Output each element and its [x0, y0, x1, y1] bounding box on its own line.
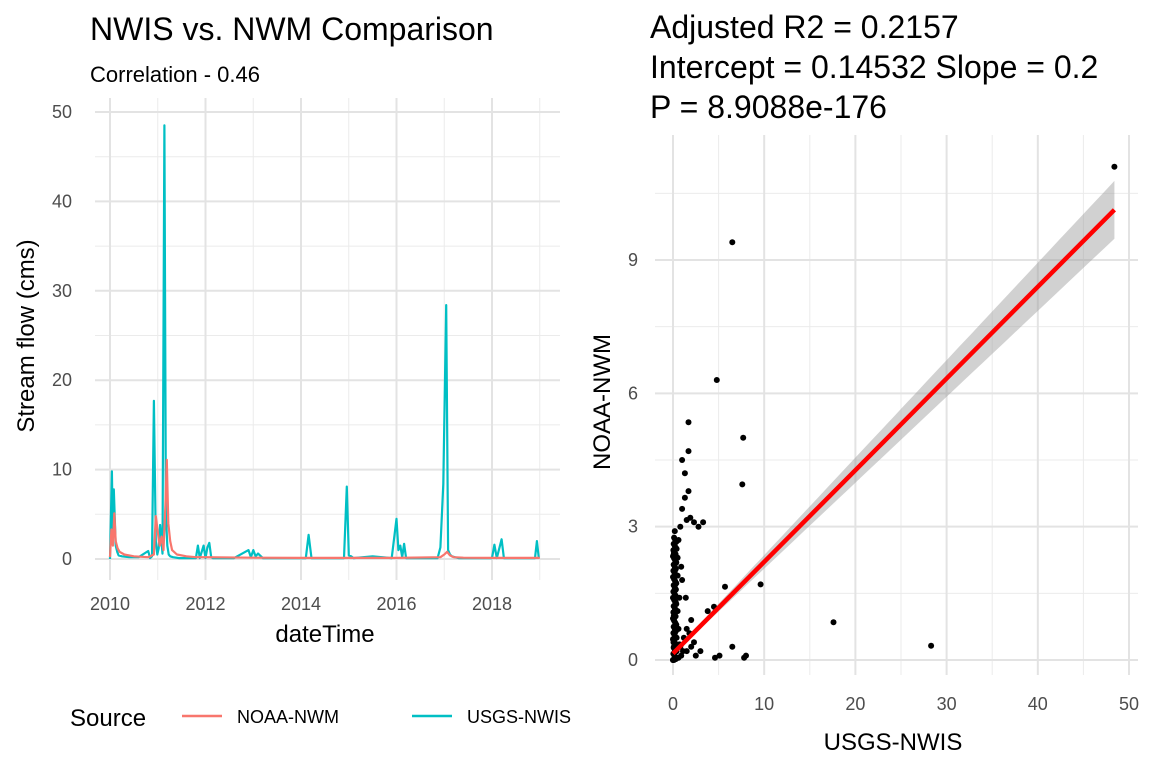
- y-tick-label: 50: [52, 102, 72, 122]
- scatter-point: [671, 534, 678, 541]
- x-tick-label: 2012: [185, 594, 225, 614]
- scatter-y-axis-title: NOAA-NWM: [589, 334, 616, 470]
- scatter-point: [682, 594, 689, 601]
- scatter-point: [687, 514, 694, 521]
- x-tick-label: 2016: [376, 594, 416, 614]
- y-tick-label: 0: [628, 650, 638, 670]
- scatter-grid: [655, 135, 1138, 675]
- legend-label: USGS-NWIS: [467, 707, 571, 727]
- scatter-title-line-1: Adjusted R2 = 0.2157: [650, 9, 959, 45]
- scatter-point: [928, 642, 935, 649]
- scatter-point: [757, 581, 764, 588]
- scatter-point: [688, 617, 695, 623]
- scatter-point: [700, 519, 707, 526]
- time-series-x-ticks: 2010 2012 2014 2016 2018: [90, 594, 512, 614]
- scatter-point: [685, 448, 692, 455]
- time-series-x-axis-title: dateTime: [275, 621, 374, 648]
- scatter-point: [688, 643, 695, 650]
- x-tick-label: 0: [668, 694, 678, 714]
- scatter-point: [830, 619, 837, 626]
- scatter-point: [1111, 163, 1118, 170]
- legend-title: Source: [70, 705, 146, 732]
- time-series-y-axis-title: Stream flow (cms): [13, 239, 40, 432]
- x-tick-label: 10: [754, 694, 774, 714]
- scatter-point: [679, 457, 686, 463]
- y-tick-label: 40: [52, 191, 72, 211]
- scatter-point: [691, 639, 697, 646]
- scatter-point: [680, 648, 686, 655]
- scatter-point: [685, 419, 692, 426]
- time-series-title: NWIS vs. NWM Comparison: [90, 11, 494, 47]
- series-line-noaa-nwm: [108, 458, 540, 560]
- x-tick-label: 20: [845, 694, 865, 714]
- y-tick-label: 3: [628, 517, 638, 537]
- scatter-confidence-band: [673, 180, 1115, 657]
- scatter-point: [677, 523, 684, 530]
- regression-line: [671, 208, 1117, 656]
- legend-entries: NOAA-NWM USGS-NWIS: [182, 707, 571, 727]
- scatter-point: [683, 625, 690, 632]
- time-series-panel: NWIS vs. NWM Comparison Correlation - 0.…: [13, 11, 560, 648]
- y-tick-label: 9: [628, 250, 638, 270]
- time-series-lines: [108, 124, 540, 560]
- confidence-band: [673, 180, 1115, 657]
- scatter-y-ticks: 0 3 6 9: [628, 250, 638, 670]
- scatter-point: [713, 377, 720, 383]
- y-tick-label: 0: [62, 549, 72, 569]
- scatter-point: [740, 434, 747, 441]
- scatter-point: [716, 652, 723, 659]
- scatter-point: [685, 488, 692, 495]
- scatter-point: [739, 481, 746, 488]
- scatter-point: [695, 523, 702, 530]
- scatter-point: [722, 583, 728, 590]
- scatter-title-line-3: P = 8.9088e-176: [650, 89, 887, 125]
- scatter-x-ticks: 0 10 20 30 40 50: [668, 694, 1139, 714]
- time-series-y-ticks: 0 10 20 30 40 50: [52, 102, 72, 569]
- x-tick-label: 40: [1028, 694, 1048, 714]
- y-tick-label: 20: [52, 370, 72, 390]
- scatter-point: [681, 494, 688, 501]
- scatter-point: [678, 563, 685, 570]
- scatter-point: [679, 505, 686, 512]
- series-line-usgs-nwis: [108, 124, 540, 560]
- scatter-point: [729, 643, 736, 650]
- scatter-points: [670, 163, 1118, 663]
- x-tick-label: 2014: [281, 594, 321, 614]
- scatter-point: [692, 652, 699, 659]
- time-series-grid: [95, 98, 560, 580]
- x-tick-label: 50: [1119, 694, 1139, 714]
- y-tick-label: 30: [52, 281, 72, 301]
- scatter-point: [697, 648, 704, 655]
- scatter-title-line-2: Intercept = 0.14532 Slope = 0.2: [650, 49, 1098, 85]
- y-tick-label: 6: [628, 383, 638, 403]
- scatter-point: [681, 470, 688, 477]
- scatter-point: [729, 239, 736, 246]
- x-tick-label: 2018: [472, 594, 512, 614]
- scatter-regression: [671, 208, 1117, 656]
- y-tick-label: 10: [52, 460, 72, 480]
- x-tick-label: 30: [937, 694, 957, 714]
- scatter-point: [679, 577, 686, 583]
- legend-label: NOAA-NWM: [237, 707, 339, 727]
- x-tick-label: 2010: [90, 594, 130, 614]
- scatter-point: [712, 654, 718, 661]
- scatter-point: [704, 608, 711, 615]
- legend: Source NOAA-NWM USGS-NWIS: [70, 705, 571, 732]
- scatter-point: [671, 528, 678, 535]
- scatter-point: [741, 654, 748, 661]
- scatter-x-axis-title: USGS-NWIS: [824, 729, 963, 756]
- time-series-subtitle: Correlation - 0.46: [90, 62, 260, 87]
- scatter-panel: Adjusted R2 = 0.2157 Intercept = 0.14532…: [589, 9, 1139, 756]
- scatter-point: [691, 519, 697, 526]
